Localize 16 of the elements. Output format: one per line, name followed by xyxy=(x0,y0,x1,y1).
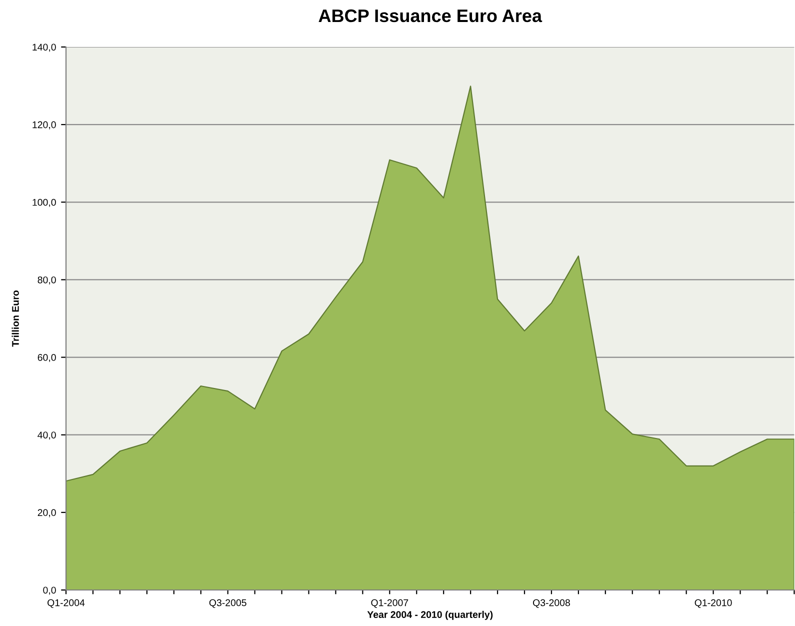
x-tick-label: Q1-2007 xyxy=(371,599,408,608)
x-tick-label: Q3-2008 xyxy=(533,599,570,608)
y-tick-label: 120,0 xyxy=(32,121,56,130)
y-tick-label: 100,0 xyxy=(32,198,56,207)
y-tick-label: 20,0 xyxy=(38,509,56,518)
y-tick-label: 40,0 xyxy=(38,432,56,440)
x-tick-label: Q1-2010 xyxy=(694,599,732,608)
x-tick-label: Q3-2005 xyxy=(209,599,246,608)
x-tick-label: Q1-2004 xyxy=(48,599,85,608)
y-axis-title: Trillion Euro xyxy=(12,290,19,347)
chart-title: ABCP Issuance Euro Area xyxy=(318,9,542,22)
y-tick-label: 140,0 xyxy=(32,44,56,52)
y-tick-label: 0,0 xyxy=(43,586,56,595)
y-tick-label: 80,0 xyxy=(38,276,56,284)
x-axis-title: Year 2004 - 2010 (quarterly) xyxy=(367,610,493,620)
y-tick-label: 60,0 xyxy=(38,354,56,362)
